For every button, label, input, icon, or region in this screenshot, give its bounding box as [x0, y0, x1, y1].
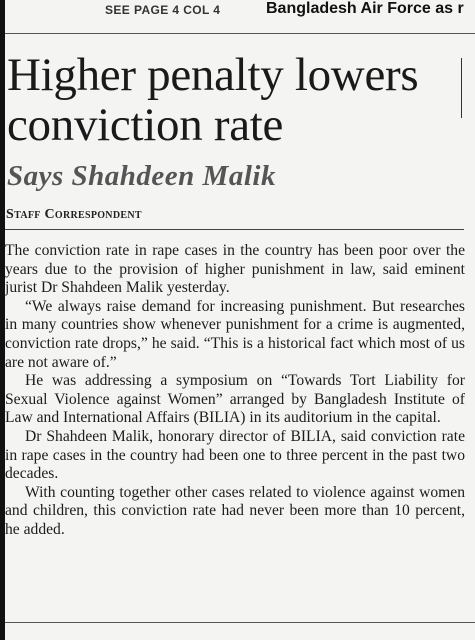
top-divider — [5, 33, 475, 34]
headline: Higher penalty lowers conviction rate — [7, 49, 419, 151]
article-body: The conviction rate in rape cases in the… — [5, 242, 465, 540]
paragraph-5: With counting together other cases relat… — [5, 483, 465, 538]
left-column-border — [0, 0, 5, 640]
page-reference: SEE PAGE 4 COL 4 — [105, 3, 221, 17]
adjacent-headline-teaser: Bangladesh Air Force as r — [266, 0, 464, 17]
paragraph-3: He was addressing a symposium on “Toward… — [5, 372, 465, 427]
byline-divider — [5, 229, 464, 230]
kicker-subheadline: Says Shahdeen Malik — [7, 160, 276, 192]
bottom-divider — [5, 622, 475, 623]
paragraph-2: “We always raise demand for increasing p… — [5, 297, 465, 371]
byline: Staff Correspondent — [6, 207, 142, 222]
column-divider — [461, 58, 462, 118]
paragraph-4: Dr Shahdeen Malik, honorary director of … — [5, 427, 465, 483]
paragraph-1: The conviction rate in rape cases in the… — [5, 242, 465, 297]
